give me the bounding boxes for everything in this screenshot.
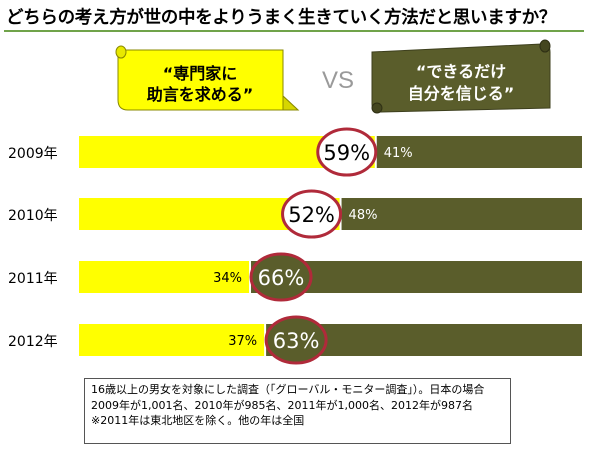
category-label-1: 2010年 <box>8 208 58 224</box>
survey-note: 16歳以上の男女を対象にした調査（「グローバル・モニター調査」）。日本の場合 2… <box>84 378 511 444</box>
value-label-left-2: 34% <box>213 271 242 286</box>
note-line-2: 2009年が1,001名、2010年が985名、2011年が1,000名、201… <box>91 398 473 412</box>
bar-right-1 <box>340 198 582 230</box>
banner-left-tail <box>282 94 300 111</box>
page-title: どちらの考え方が世の中をよりうまく生きていく方法だと思いますか？ <box>6 8 557 28</box>
highlight-circle-3 <box>264 315 328 365</box>
value-label-right-3: 63% <box>273 329 320 353</box>
banner-right-curl-bottom <box>371 102 383 114</box>
legend-banner-left: “専門家に 助言を求める” <box>115 45 300 111</box>
category-label-0: 2009年 <box>8 146 58 162</box>
note-line-1: 16歳以上の男女を対象にした調査（「グローバル・モニター調査」）。日本の場合 <box>91 383 485 396</box>
value-label-left-3: 37% <box>228 334 257 349</box>
vs-label: VS <box>322 67 354 94</box>
banner-right-curl <box>539 39 551 53</box>
value-label-right-1: 48% <box>349 208 378 223</box>
value-label-right-2: 66% <box>258 266 305 290</box>
legend-left-line1: “専門家に <box>163 64 238 83</box>
title-underline <box>4 30 584 32</box>
bar-left-3 <box>79 324 266 356</box>
highlight-circle-0 <box>316 127 378 177</box>
banner-left-curl <box>115 45 127 59</box>
category-label-2: 2011年 <box>8 271 58 287</box>
legend-banner-right: “できるだけ 自分を信じる” <box>371 39 551 114</box>
highlight-circle-1 <box>281 189 343 239</box>
legend-left-line2: 助言を求める” <box>147 85 254 104</box>
legend-right-line1: “できるだけ <box>416 62 506 81</box>
bar-right-0 <box>375 136 582 168</box>
value-label-left-1: 52% <box>288 203 335 227</box>
value-label-left-0: 59% <box>323 141 370 165</box>
highlight-circle-2 <box>249 252 313 302</box>
category-label-3: 2012年 <box>8 334 58 350</box>
bars-group: 2009年 59% 41% 2010年 52% 48% 2011年 34% 66% 2012年 37… <box>8 127 582 365</box>
bar-left-2 <box>79 261 251 293</box>
value-label-right-0: 41% <box>384 146 413 161</box>
legend-right-line2: 自分を信じる” <box>408 84 515 103</box>
note-line-3: ※2011年は東北地区を除く。他の年は全国 <box>91 414 305 427</box>
